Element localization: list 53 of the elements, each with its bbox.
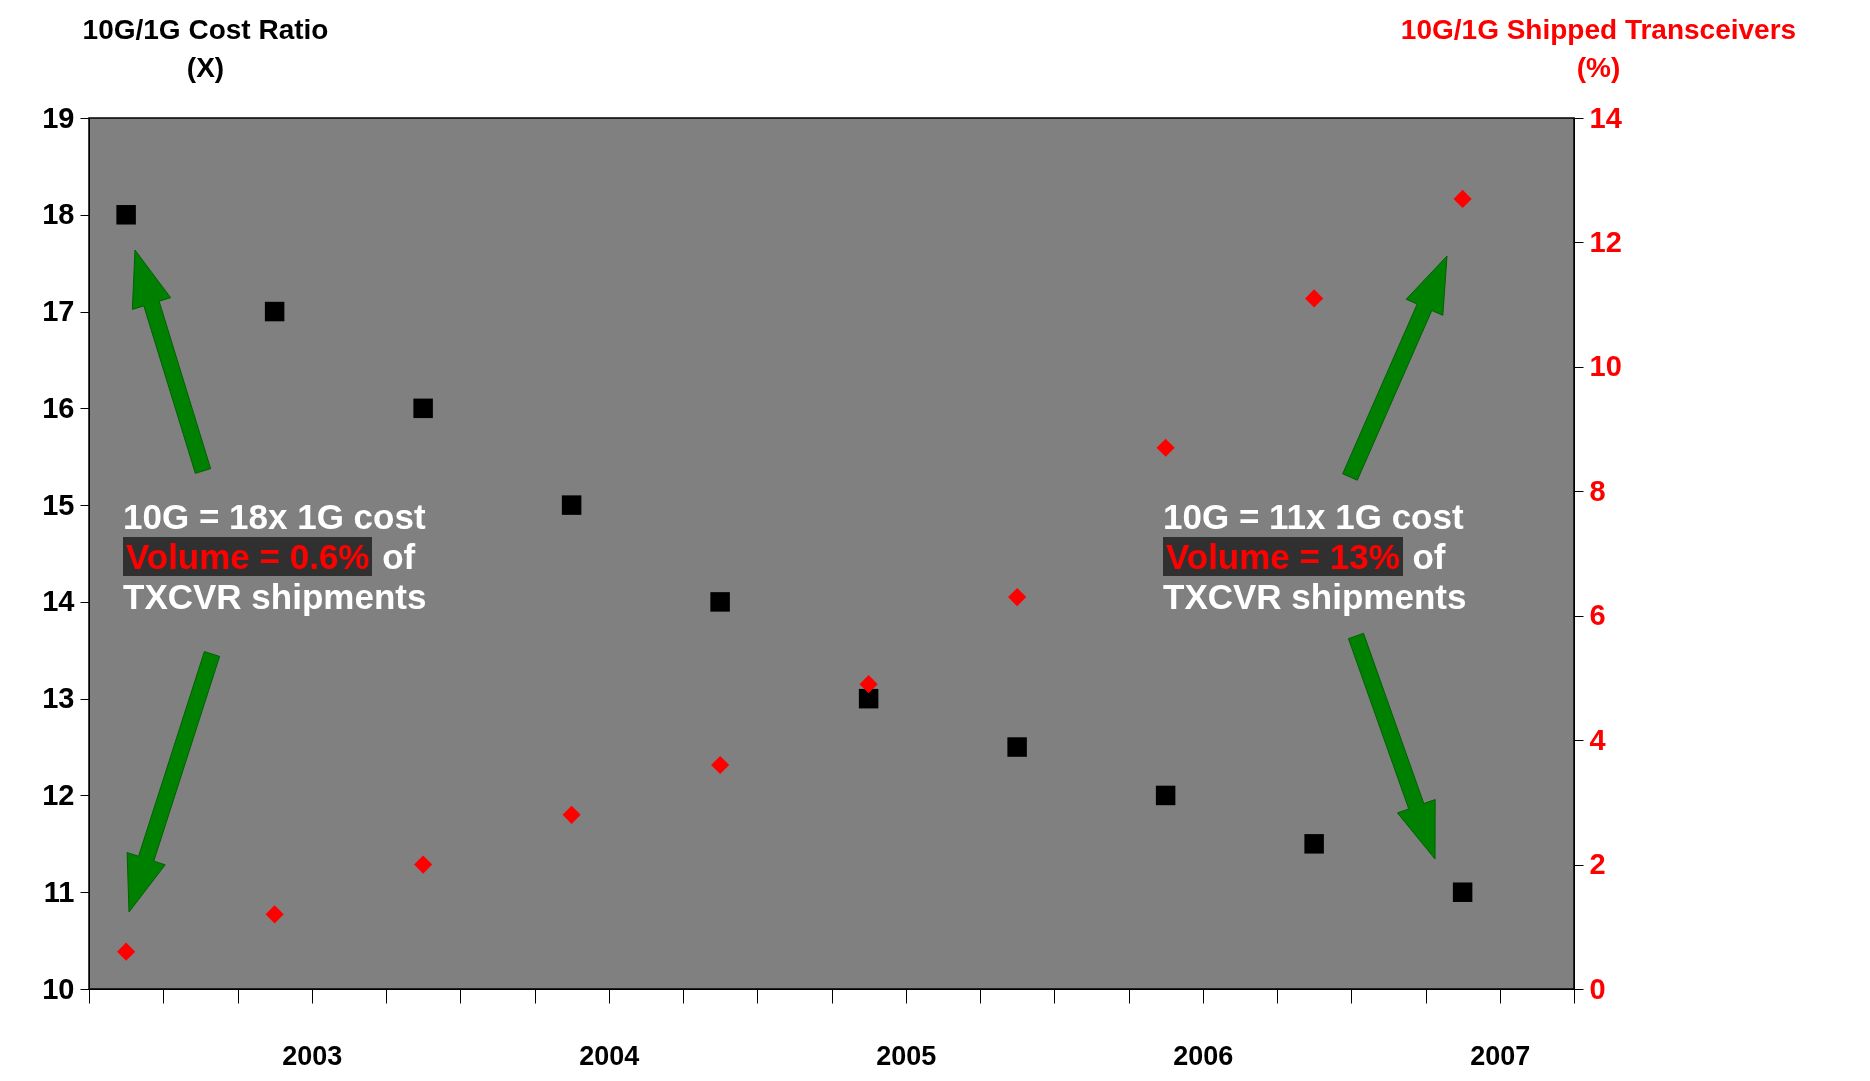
y2-tick-label: 12 [1589,225,1622,258]
y-tick-label: 16 [42,391,75,424]
point [413,398,433,419]
y2-tick-label: 14 [1589,101,1622,134]
annotation: Volume = 13% [1163,537,1403,576]
x-tick-label: 2006 [1173,1040,1234,1071]
annotation: 10G = 11x 1G cost [1163,497,1465,537]
annotation: of [1411,537,1446,576]
point [1156,438,1175,457]
annotation: of [381,537,416,576]
point [1008,587,1027,607]
point [1452,882,1473,902]
y2-tick-label: 6 [1589,599,1606,632]
y-tick-label: 18 [42,198,75,231]
y-tick-label: 19 [42,101,75,134]
y-tick-label: 12 [42,778,75,811]
point [117,942,136,961]
x-tick-label: 2003 [282,1040,343,1071]
x-tick-label: 2004 [579,1040,640,1071]
y-tick-label: 15 [42,488,75,521]
y-axis-title: 10G/1G Cost Ratio (X) [82,13,329,83]
point [859,675,878,694]
point [710,592,730,612]
point [116,205,136,225]
point [264,301,285,322]
point [711,755,730,775]
point [1155,785,1176,806]
y2-tick-label: 2 [1589,848,1606,881]
y2-axis-title: 10G/1G Shipped Transceivers (%) [1400,13,1797,83]
annotation: TXCVR shipments [1163,577,1467,617]
y-tick-label: 17 [42,295,75,328]
y-tick-label: 14 [42,585,75,618]
point [561,495,582,515]
y2-tick-label: 8 [1589,474,1606,507]
annotation: TXCVR shipments [123,577,427,617]
annotation: Volume = 0.6% [123,537,373,576]
annotation: 10G = 18x 1G cost [123,497,427,537]
point [562,805,581,824]
y-tick-label: 13 [42,682,75,715]
point [858,688,879,709]
y-tick-label: 11 [43,875,75,908]
point [1453,189,1472,208]
y2-tick-label: 4 [1589,723,1606,756]
x-tick-label: 2007 [1470,1040,1531,1071]
y2-tick-label: 0 [1589,972,1606,1005]
x-tick-label: 2005 [876,1040,937,1071]
point [1007,737,1027,757]
point [414,855,433,874]
point [1305,289,1324,308]
point [265,905,284,924]
y-tick-label: 10 [42,972,75,1005]
point [1304,834,1324,854]
y2-tick-label: 10 [1589,350,1622,383]
